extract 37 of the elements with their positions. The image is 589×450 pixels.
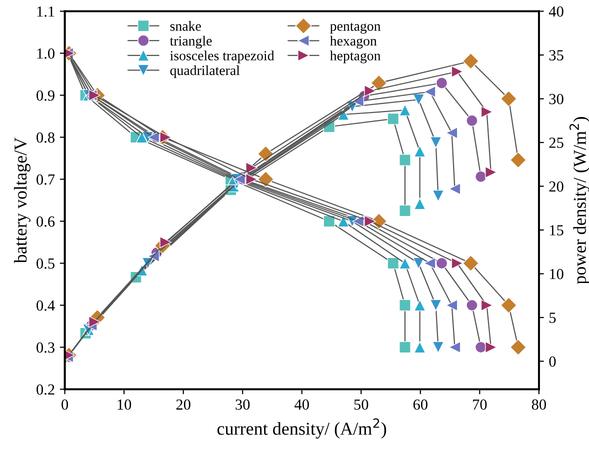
y2-tick-label: 20 [549, 181, 564, 192]
y2-tick-label: 15 [550, 225, 564, 236]
y-tick-label: 1.0 [37, 48, 54, 59]
y-tick-label: 0.5 [36, 258, 54, 269]
x-tick-label: 80 [532, 399, 546, 410]
x-tick-label: 40 [294, 399, 309, 410]
legend-label: hexagon [330, 36, 377, 48]
y-tick-label: 0.2 [36, 384, 54, 395]
x-tick-label: 0 [62, 399, 68, 410]
y-tick-label: 1.1 [37, 6, 54, 17]
y2-tick-label: 10 [550, 268, 564, 280]
legend-label: quadrilateral [170, 65, 240, 78]
y2-tick-label: 35 [549, 50, 564, 60]
legend-label: pentagon [330, 22, 381, 34]
y-axis-title: battery voltage/V [14, 138, 30, 264]
y-tick-label: 0.8 [36, 132, 54, 143]
x-axis-title: current density/ (A/m$^{2}$) [217, 418, 386, 439]
y2-tick-label: 30 [549, 94, 564, 104]
x-tick-label: 30 [236, 399, 250, 410]
y-tick-label: 0.9 [36, 90, 54, 101]
y2-tick-label: 25 [549, 138, 564, 148]
legend-label: heptagon [330, 50, 381, 64]
x-tick-label: 60 [413, 399, 428, 410]
y-tick-label: 0.6 [36, 216, 55, 227]
x-tick-label: 20 [176, 399, 190, 410]
x-tick-label: 50 [354, 399, 368, 410]
y-tick-label: 0.4 [36, 300, 55, 311]
x-tick-label: 70 [473, 399, 487, 410]
legend-label: isosceles trapezoid [170, 50, 274, 64]
y2-tick-label: 5 [550, 312, 556, 323]
y2-tick-label: 40 [548, 6, 564, 17]
legend-label: triangle [170, 36, 212, 48]
x-tick-label: 10 [118, 399, 132, 410]
y-tick-label: 0.7 [36, 174, 55, 185]
y2-tick-label: 0 [549, 356, 556, 367]
legend-label: snake [170, 21, 201, 31]
y-tick-label: 0.3 [36, 342, 54, 353]
